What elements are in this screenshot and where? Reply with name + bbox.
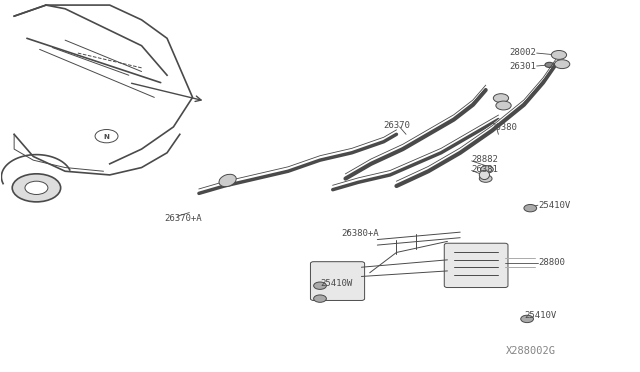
Ellipse shape — [479, 170, 490, 180]
Text: 25410V: 25410V — [538, 201, 570, 210]
Circle shape — [496, 101, 511, 110]
Circle shape — [314, 295, 326, 302]
Circle shape — [95, 129, 118, 143]
Circle shape — [314, 282, 326, 289]
Text: 26301: 26301 — [510, 62, 537, 71]
Text: 26380: 26380 — [491, 123, 518, 132]
Text: 26370: 26370 — [384, 121, 411, 129]
Text: 28002: 28002 — [510, 48, 537, 57]
Ellipse shape — [219, 174, 236, 187]
FancyBboxPatch shape — [444, 243, 508, 288]
Circle shape — [545, 62, 554, 67]
Text: 25410W: 25410W — [320, 279, 352, 288]
Text: N: N — [104, 134, 109, 140]
Circle shape — [479, 175, 492, 182]
FancyBboxPatch shape — [310, 262, 365, 301]
Circle shape — [493, 94, 509, 103]
Text: 26370+A: 26370+A — [164, 214, 202, 223]
Text: 28882: 28882 — [472, 155, 499, 164]
Circle shape — [521, 315, 534, 323]
Text: 26380+A: 26380+A — [341, 230, 379, 238]
Circle shape — [551, 51, 566, 60]
Text: 26381: 26381 — [472, 164, 499, 173]
Text: 25410V: 25410V — [524, 311, 556, 320]
Circle shape — [554, 60, 570, 68]
Circle shape — [12, 174, 61, 202]
Text: 28800: 28800 — [538, 258, 565, 267]
Circle shape — [25, 181, 48, 195]
Circle shape — [481, 166, 493, 173]
Circle shape — [524, 205, 537, 212]
Text: X288002G: X288002G — [506, 346, 556, 356]
